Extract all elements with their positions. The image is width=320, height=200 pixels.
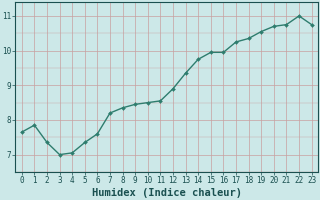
- X-axis label: Humidex (Indice chaleur): Humidex (Indice chaleur): [92, 188, 242, 198]
